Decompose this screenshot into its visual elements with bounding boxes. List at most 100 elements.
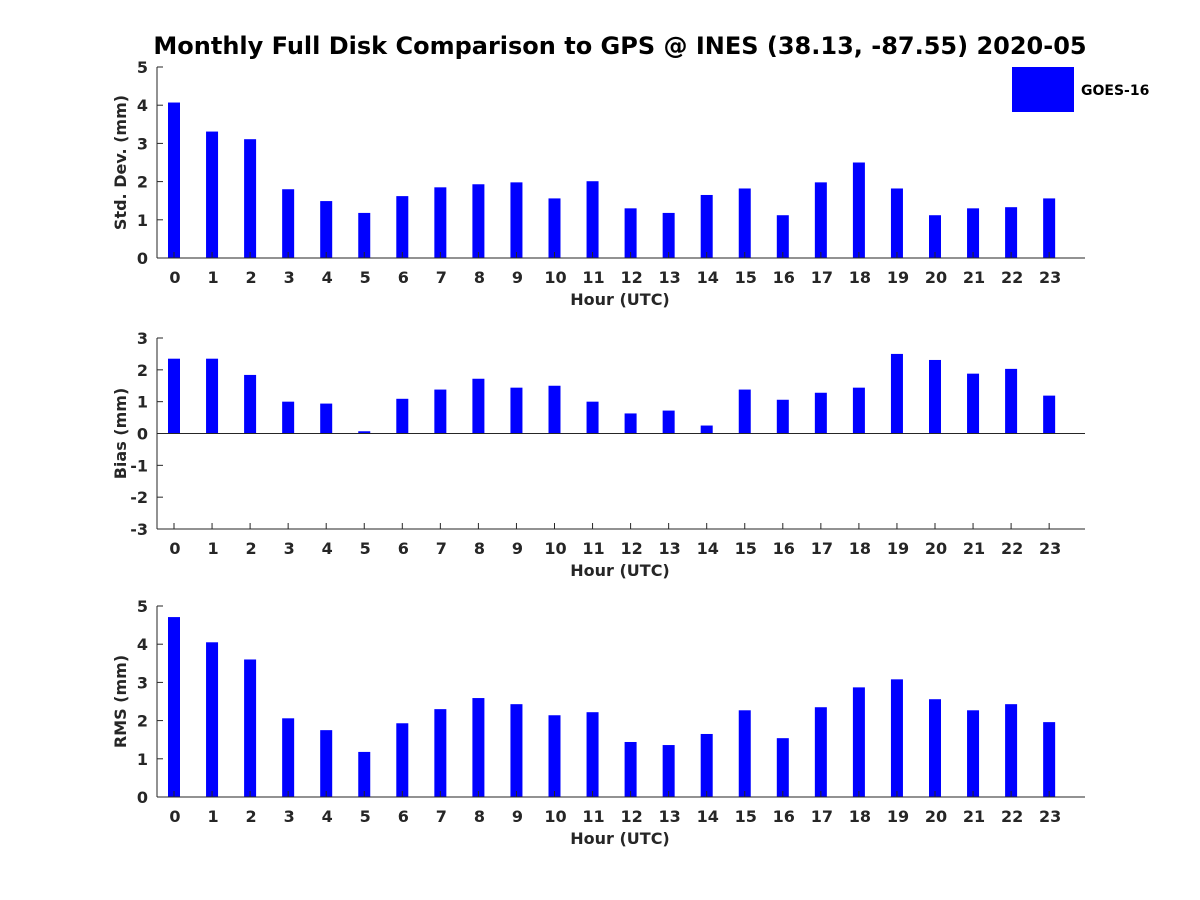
x-tick-label: 15 xyxy=(735,807,757,826)
x-tick-label: 5 xyxy=(360,539,371,558)
bar xyxy=(282,718,295,797)
x-tick-label: 17 xyxy=(811,539,833,558)
x-tick-label: 5 xyxy=(360,268,371,287)
legend-swatch xyxy=(1012,67,1074,112)
x-tick-label: 16 xyxy=(773,539,795,558)
bar xyxy=(852,387,865,434)
x-tick-label: 1 xyxy=(207,807,218,826)
bar xyxy=(206,358,219,434)
x-tick-label: 3 xyxy=(284,807,295,826)
x-tick-label: 19 xyxy=(887,807,909,826)
x-tick-label: 9 xyxy=(512,807,523,826)
bar xyxy=(244,374,257,434)
x-tick-label: 11 xyxy=(582,539,604,558)
bar xyxy=(662,410,675,434)
bar xyxy=(1043,198,1056,258)
x-tick-label: 22 xyxy=(1001,807,1023,826)
y-axis-label: RMS (mm) xyxy=(111,655,130,748)
x-tick-label: 17 xyxy=(811,268,833,287)
x-tick-label: 20 xyxy=(925,807,947,826)
x-tick-label: 22 xyxy=(1001,539,1023,558)
bar xyxy=(168,617,180,797)
x-tick-label: 19 xyxy=(887,539,909,558)
y-axis-label: Bias (mm) xyxy=(111,388,130,480)
bar xyxy=(206,642,219,797)
x-tick-label: 20 xyxy=(925,539,947,558)
bar xyxy=(738,188,751,258)
bar xyxy=(358,751,371,797)
x-tick-label: 12 xyxy=(620,268,642,287)
y-tick-label: 5 xyxy=(137,597,148,616)
x-tick-label: 23 xyxy=(1039,268,1061,287)
x-tick-label: 1 xyxy=(207,539,218,558)
y-axis-label: Std. Dev. (mm) xyxy=(111,95,130,230)
bar xyxy=(738,710,751,797)
bar xyxy=(472,378,485,434)
y-tick-label: -1 xyxy=(130,456,148,475)
y-tick-label: 1 xyxy=(137,750,148,769)
x-tick-label: 11 xyxy=(582,268,604,287)
bar xyxy=(814,392,827,434)
bar xyxy=(396,723,409,797)
x-tick-label: 8 xyxy=(474,268,485,287)
bar xyxy=(586,401,599,434)
x-tick-label: 9 xyxy=(512,539,523,558)
x-tick-label: 10 xyxy=(544,268,566,287)
x-tick-label: 7 xyxy=(436,807,447,826)
x-tick-label: 8 xyxy=(474,807,485,826)
bar xyxy=(586,181,599,258)
y-tick-label: 2 xyxy=(137,173,148,192)
bar xyxy=(700,194,713,258)
x-tick-label: 20 xyxy=(925,268,947,287)
y-tick-label: 4 xyxy=(137,635,148,654)
x-tick-label: 7 xyxy=(436,268,447,287)
x-tick-label: 13 xyxy=(659,268,681,287)
x-tick-label: 12 xyxy=(620,807,642,826)
x-tick-label: 22 xyxy=(1001,268,1023,287)
bar xyxy=(890,679,903,797)
bar xyxy=(852,687,865,797)
bar xyxy=(624,413,637,434)
y-tick-label: 2 xyxy=(137,712,148,731)
bar xyxy=(396,196,409,258)
bar xyxy=(548,385,561,434)
bar xyxy=(776,215,789,258)
x-tick-label: 2 xyxy=(246,807,257,826)
x-tick-label: 17 xyxy=(811,807,833,826)
y-tick-label: 1 xyxy=(137,393,148,412)
bar xyxy=(244,659,257,797)
y-tick-label: 5 xyxy=(137,58,148,77)
bar xyxy=(168,358,180,434)
x-tick-label: 6 xyxy=(398,539,409,558)
bar xyxy=(358,212,371,258)
y-tick-label: 0 xyxy=(137,788,148,807)
bar xyxy=(738,389,751,434)
x-tick-label: 0 xyxy=(169,807,180,826)
bar xyxy=(320,201,333,258)
bar xyxy=(510,182,523,258)
bar xyxy=(244,139,257,258)
bar xyxy=(662,212,675,258)
bar xyxy=(967,208,980,258)
x-tick-label: 14 xyxy=(697,539,719,558)
bar xyxy=(1005,368,1018,434)
y-tick-label: 4 xyxy=(137,96,148,115)
x-tick-label: 6 xyxy=(398,268,409,287)
bar xyxy=(929,215,941,258)
bar xyxy=(434,389,447,434)
y-tick-label: 0 xyxy=(137,249,148,268)
x-tick-label: 16 xyxy=(773,268,795,287)
x-tick-label: 10 xyxy=(544,807,566,826)
x-tick-label: 7 xyxy=(436,539,447,558)
bar xyxy=(776,399,789,434)
x-tick-label: 18 xyxy=(849,807,871,826)
bar xyxy=(967,710,980,797)
x-tick-label: 13 xyxy=(659,539,681,558)
bar xyxy=(814,182,827,258)
bar xyxy=(1005,207,1018,258)
bar xyxy=(967,373,980,434)
x-tick-label: 5 xyxy=(360,807,371,826)
